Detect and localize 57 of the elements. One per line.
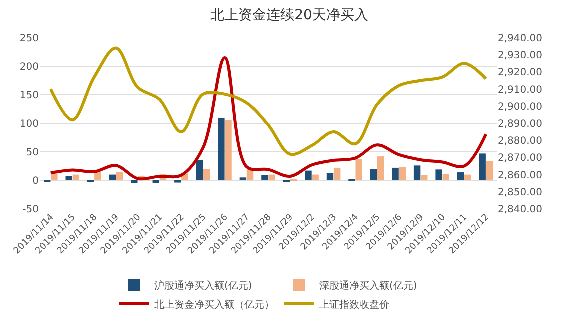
- y2-tick-label: 2,850.00: [498, 187, 543, 198]
- bar: [51, 174, 58, 180]
- bar: [326, 173, 334, 180]
- y-tick-label: 250: [20, 34, 39, 44]
- bar: [268, 174, 276, 180]
- y2-tick-label: 2,890.00: [498, 119, 543, 130]
- line-series: [49, 46, 488, 156]
- y2-tick-label: 2,880.00: [498, 136, 543, 148]
- y2-tick-label: 2,870.00: [498, 153, 543, 164]
- y-tick-label: 50: [26, 148, 39, 158]
- y2-tick-label: 2,920.00: [498, 68, 543, 79]
- y-tick-label: 150: [20, 90, 39, 102]
- bar: [464, 174, 472, 180]
- bar: [240, 178, 247, 180]
- bar: [392, 168, 399, 180]
- y-tick-label: 0: [32, 176, 39, 187]
- bar: [225, 120, 232, 180]
- bar: [312, 174, 319, 180]
- bar: [486, 161, 494, 180]
- y2-tick-label: 2,940.00: [498, 34, 543, 44]
- bar: [457, 172, 464, 180]
- bar: [442, 174, 450, 180]
- bar: [116, 172, 124, 180]
- y-tick-label: -50: [22, 204, 39, 216]
- y-tick-label: 200: [20, 62, 39, 73]
- bar: [94, 172, 102, 180]
- legend-label: 北上资金净买入额（亿元）: [154, 298, 274, 311]
- chart-title: 北上资金连续20天净买入: [210, 8, 368, 24]
- bar: [109, 174, 116, 180]
- y2-tick-label: 2,930.00: [498, 50, 543, 62]
- bar: [72, 174, 80, 180]
- y2-tick-label: 2,900.00: [498, 102, 543, 113]
- y2-tick-label: 2,860.00: [498, 170, 543, 182]
- y-tick-label: 100: [20, 119, 39, 130]
- bar: [196, 160, 204, 180]
- bar: [66, 176, 72, 180]
- bar: [414, 166, 421, 180]
- bar: [356, 159, 362, 180]
- bar: [436, 170, 442, 180]
- legend-label: 沪股通净买入额(亿元): [154, 280, 252, 292]
- bar: [370, 169, 378, 180]
- bar: [262, 175, 268, 180]
- y2-tick-label: 2,840.00: [498, 204, 543, 216]
- legend-label: 深股通净买入额(亿元): [320, 280, 418, 292]
- y2-tick-label: 2,910.00: [498, 84, 543, 96]
- legend-label: 上证指数收盘价: [320, 298, 390, 311]
- bar: [218, 118, 225, 180]
- bar: [399, 167, 406, 180]
- bar: [203, 169, 210, 180]
- bar: [131, 180, 138, 184]
- bar: [152, 180, 160, 184]
- line-series: [49, 56, 488, 181]
- bar: [305, 170, 312, 180]
- bar: [334, 168, 341, 180]
- bar: [479, 154, 486, 180]
- bar: [421, 175, 428, 180]
- bar: [377, 156, 384, 180]
